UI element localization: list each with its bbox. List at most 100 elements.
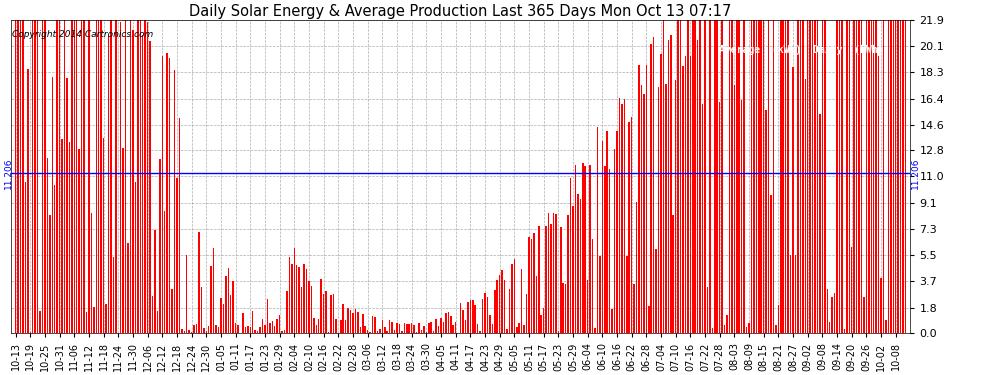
Bar <box>259 327 260 333</box>
Bar <box>166 53 168 333</box>
Bar <box>349 310 351 333</box>
Bar <box>303 264 305 333</box>
Bar <box>362 314 363 333</box>
Bar <box>171 289 173 333</box>
Bar <box>834 292 836 333</box>
Bar <box>391 322 393 333</box>
Bar <box>873 20 874 333</box>
Bar <box>577 194 578 333</box>
Bar <box>758 20 759 333</box>
Bar <box>359 327 361 333</box>
Bar <box>570 178 571 333</box>
Bar <box>687 20 689 333</box>
Bar <box>732 20 733 333</box>
Bar <box>467 302 468 333</box>
Bar <box>264 325 265 333</box>
Bar <box>699 20 701 333</box>
Bar <box>565 284 566 333</box>
Bar <box>550 224 551 333</box>
Bar <box>499 275 500 333</box>
Bar <box>331 295 332 333</box>
Bar <box>665 84 666 333</box>
Bar <box>230 295 232 333</box>
Bar <box>321 279 322 333</box>
Bar <box>220 298 222 333</box>
Bar <box>724 326 726 333</box>
Bar <box>817 20 818 333</box>
Bar <box>531 239 533 333</box>
Bar <box>91 213 92 333</box>
Bar <box>233 281 234 333</box>
Bar <box>819 114 821 333</box>
Bar <box>657 87 659 333</box>
Bar <box>411 323 413 333</box>
Bar <box>294 248 295 333</box>
Bar <box>905 20 906 333</box>
Bar <box>206 331 207 333</box>
Bar <box>660 54 661 333</box>
Bar <box>384 327 385 333</box>
Bar <box>125 20 127 333</box>
Bar <box>164 211 165 333</box>
Bar <box>377 331 378 333</box>
Bar <box>149 41 150 333</box>
Bar <box>228 268 229 333</box>
Bar <box>438 326 440 333</box>
Bar <box>626 256 628 333</box>
Bar <box>174 70 175 333</box>
Bar <box>284 330 285 333</box>
Bar <box>313 318 315 333</box>
Bar <box>296 265 298 333</box>
Bar <box>254 330 256 333</box>
Bar <box>343 304 344 333</box>
Bar <box>717 20 718 333</box>
Bar <box>63 20 65 333</box>
Bar <box>142 34 144 333</box>
Bar <box>714 20 716 333</box>
Bar <box>128 243 129 333</box>
Bar <box>848 20 850 333</box>
Bar <box>536 276 537 333</box>
Bar <box>524 325 525 333</box>
Bar <box>785 20 786 333</box>
Bar <box>40 311 41 333</box>
Bar <box>281 332 283 333</box>
Bar <box>81 20 82 333</box>
Bar <box>839 20 841 333</box>
Bar <box>832 297 833 333</box>
Bar <box>624 99 625 333</box>
Bar <box>509 289 510 333</box>
Bar <box>837 20 838 333</box>
Bar <box>96 20 97 333</box>
Bar <box>181 329 182 333</box>
Bar <box>188 330 190 333</box>
Bar <box>316 325 317 333</box>
Bar <box>436 319 437 333</box>
Bar <box>30 332 31 333</box>
Bar <box>777 305 779 333</box>
Bar <box>667 40 669 333</box>
Bar <box>47 158 49 333</box>
Bar <box>870 20 872 333</box>
Bar <box>462 310 463 333</box>
Bar <box>858 20 859 333</box>
Bar <box>394 330 395 333</box>
Bar <box>797 20 799 333</box>
Bar <box>648 306 649 333</box>
Bar <box>399 324 400 333</box>
Bar <box>115 20 117 333</box>
Bar <box>178 118 180 333</box>
Bar <box>340 320 342 333</box>
Bar <box>750 20 752 333</box>
Bar <box>672 214 674 333</box>
Bar <box>183 332 185 333</box>
Bar <box>805 79 806 333</box>
Bar <box>822 20 823 333</box>
Bar <box>612 309 613 333</box>
Bar <box>298 267 300 333</box>
Bar <box>755 20 757 333</box>
Bar <box>780 20 781 333</box>
Bar <box>98 20 99 333</box>
Bar <box>729 20 731 333</box>
Bar <box>883 20 884 333</box>
